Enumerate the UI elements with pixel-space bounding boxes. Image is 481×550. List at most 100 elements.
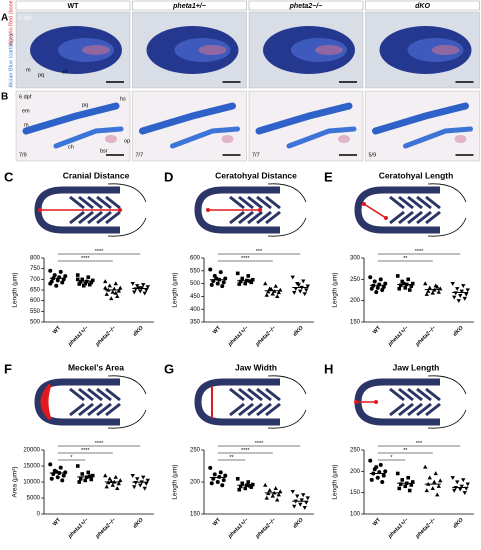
point: [217, 474, 222, 479]
point: [78, 477, 83, 481]
point: [410, 480, 415, 484]
point: [103, 285, 108, 290]
arch: [265, 387, 281, 402]
point: [458, 487, 463, 492]
point: [60, 280, 65, 285]
jaw: [34, 378, 120, 426]
point: [301, 279, 306, 284]
point: [110, 289, 115, 294]
y-tick-label: 0: [37, 512, 41, 518]
y-tick-label: 750: [30, 266, 41, 272]
y-tick-label: 350: [190, 320, 201, 326]
arch: [105, 402, 121, 417]
chart-title: Cranial Distance: [63, 170, 130, 180]
point: [215, 480, 220, 484]
point: [438, 478, 443, 483]
point: [432, 479, 437, 484]
point: [238, 484, 243, 489]
point: [305, 496, 310, 501]
head-outline: [427, 183, 467, 237]
point: [458, 293, 463, 298]
point: [132, 485, 137, 490]
arch: [256, 195, 272, 210]
arch: [256, 402, 272, 417]
point: [250, 482, 255, 487]
arch: [238, 402, 254, 417]
header-box: [15, 0, 131, 11]
chart-title: Ceratohyal Distance: [215, 170, 297, 180]
point: [243, 281, 248, 286]
point: [104, 291, 109, 296]
arch: [389, 210, 405, 225]
significance-label: ****: [81, 448, 90, 454]
point: [395, 274, 400, 278]
bone: [82, 45, 110, 55]
point: [436, 483, 441, 488]
point: [48, 462, 53, 467]
panel-letter: E: [324, 169, 333, 184]
point: [107, 283, 112, 288]
point: [267, 488, 272, 492]
panel-letter: C: [4, 169, 14, 184]
y-axis-label: Length (μm): [172, 272, 179, 307]
panel-letter: B: [1, 92, 8, 103]
point: [430, 290, 435, 295]
x-tick-label: WT: [212, 517, 223, 528]
y-tick-label: 15000: [23, 464, 40, 470]
y-tick-label: 600: [190, 256, 201, 262]
point: [135, 284, 140, 289]
y-tick-label: 650: [30, 288, 41, 294]
point: [462, 491, 467, 495]
point: [398, 482, 403, 486]
y-tick-label: 300: [350, 256, 361, 262]
point: [302, 506, 307, 510]
bone: [105, 135, 117, 143]
arch: [398, 402, 414, 417]
point: [436, 289, 441, 294]
point: [409, 284, 414, 288]
arch: [389, 195, 405, 210]
point: [403, 286, 408, 290]
point: [304, 500, 309, 505]
stage: 6 dpf: [19, 15, 32, 21]
point: [276, 290, 281, 295]
point: [270, 291, 275, 296]
jaw: [194, 378, 280, 426]
point: [48, 281, 53, 286]
point: [80, 472, 85, 476]
point: [138, 483, 143, 488]
x-tick-label: dKO: [452, 325, 465, 338]
arch: [69, 210, 85, 225]
point: [135, 477, 140, 482]
point: [246, 480, 251, 484]
point: [450, 476, 455, 481]
point: [369, 477, 374, 482]
point: [141, 283, 146, 287]
point: [302, 292, 307, 297]
chart-title: Jaw Width: [235, 362, 277, 372]
x-tick-label: WT: [212, 325, 223, 336]
y-axis-label: Length (μm): [332, 464, 339, 499]
point: [61, 473, 66, 478]
stain-label: Alcian Blue (cartilage)/: [8, 32, 14, 87]
point: [368, 458, 373, 463]
bone: [431, 45, 460, 55]
point: [299, 498, 304, 503]
significance-label: ****: [415, 249, 424, 255]
cartilage: [286, 126, 357, 149]
point: [247, 484, 252, 488]
x-tick-label: pheta1+/−: [387, 517, 411, 541]
x-tick-label: dKO: [132, 325, 145, 338]
arch: [78, 402, 94, 417]
point: [63, 274, 68, 279]
point: [406, 277, 411, 282]
x-tick-label: pheta2−/−: [414, 517, 438, 541]
measure-end: [354, 400, 358, 404]
arch: [229, 402, 245, 417]
point: [75, 277, 80, 282]
significance-label: ***: [416, 441, 423, 447]
arch: [256, 387, 272, 402]
column-header: dKO: [415, 3, 430, 10]
point: [130, 474, 135, 478]
annotation: pq: [38, 72, 44, 78]
